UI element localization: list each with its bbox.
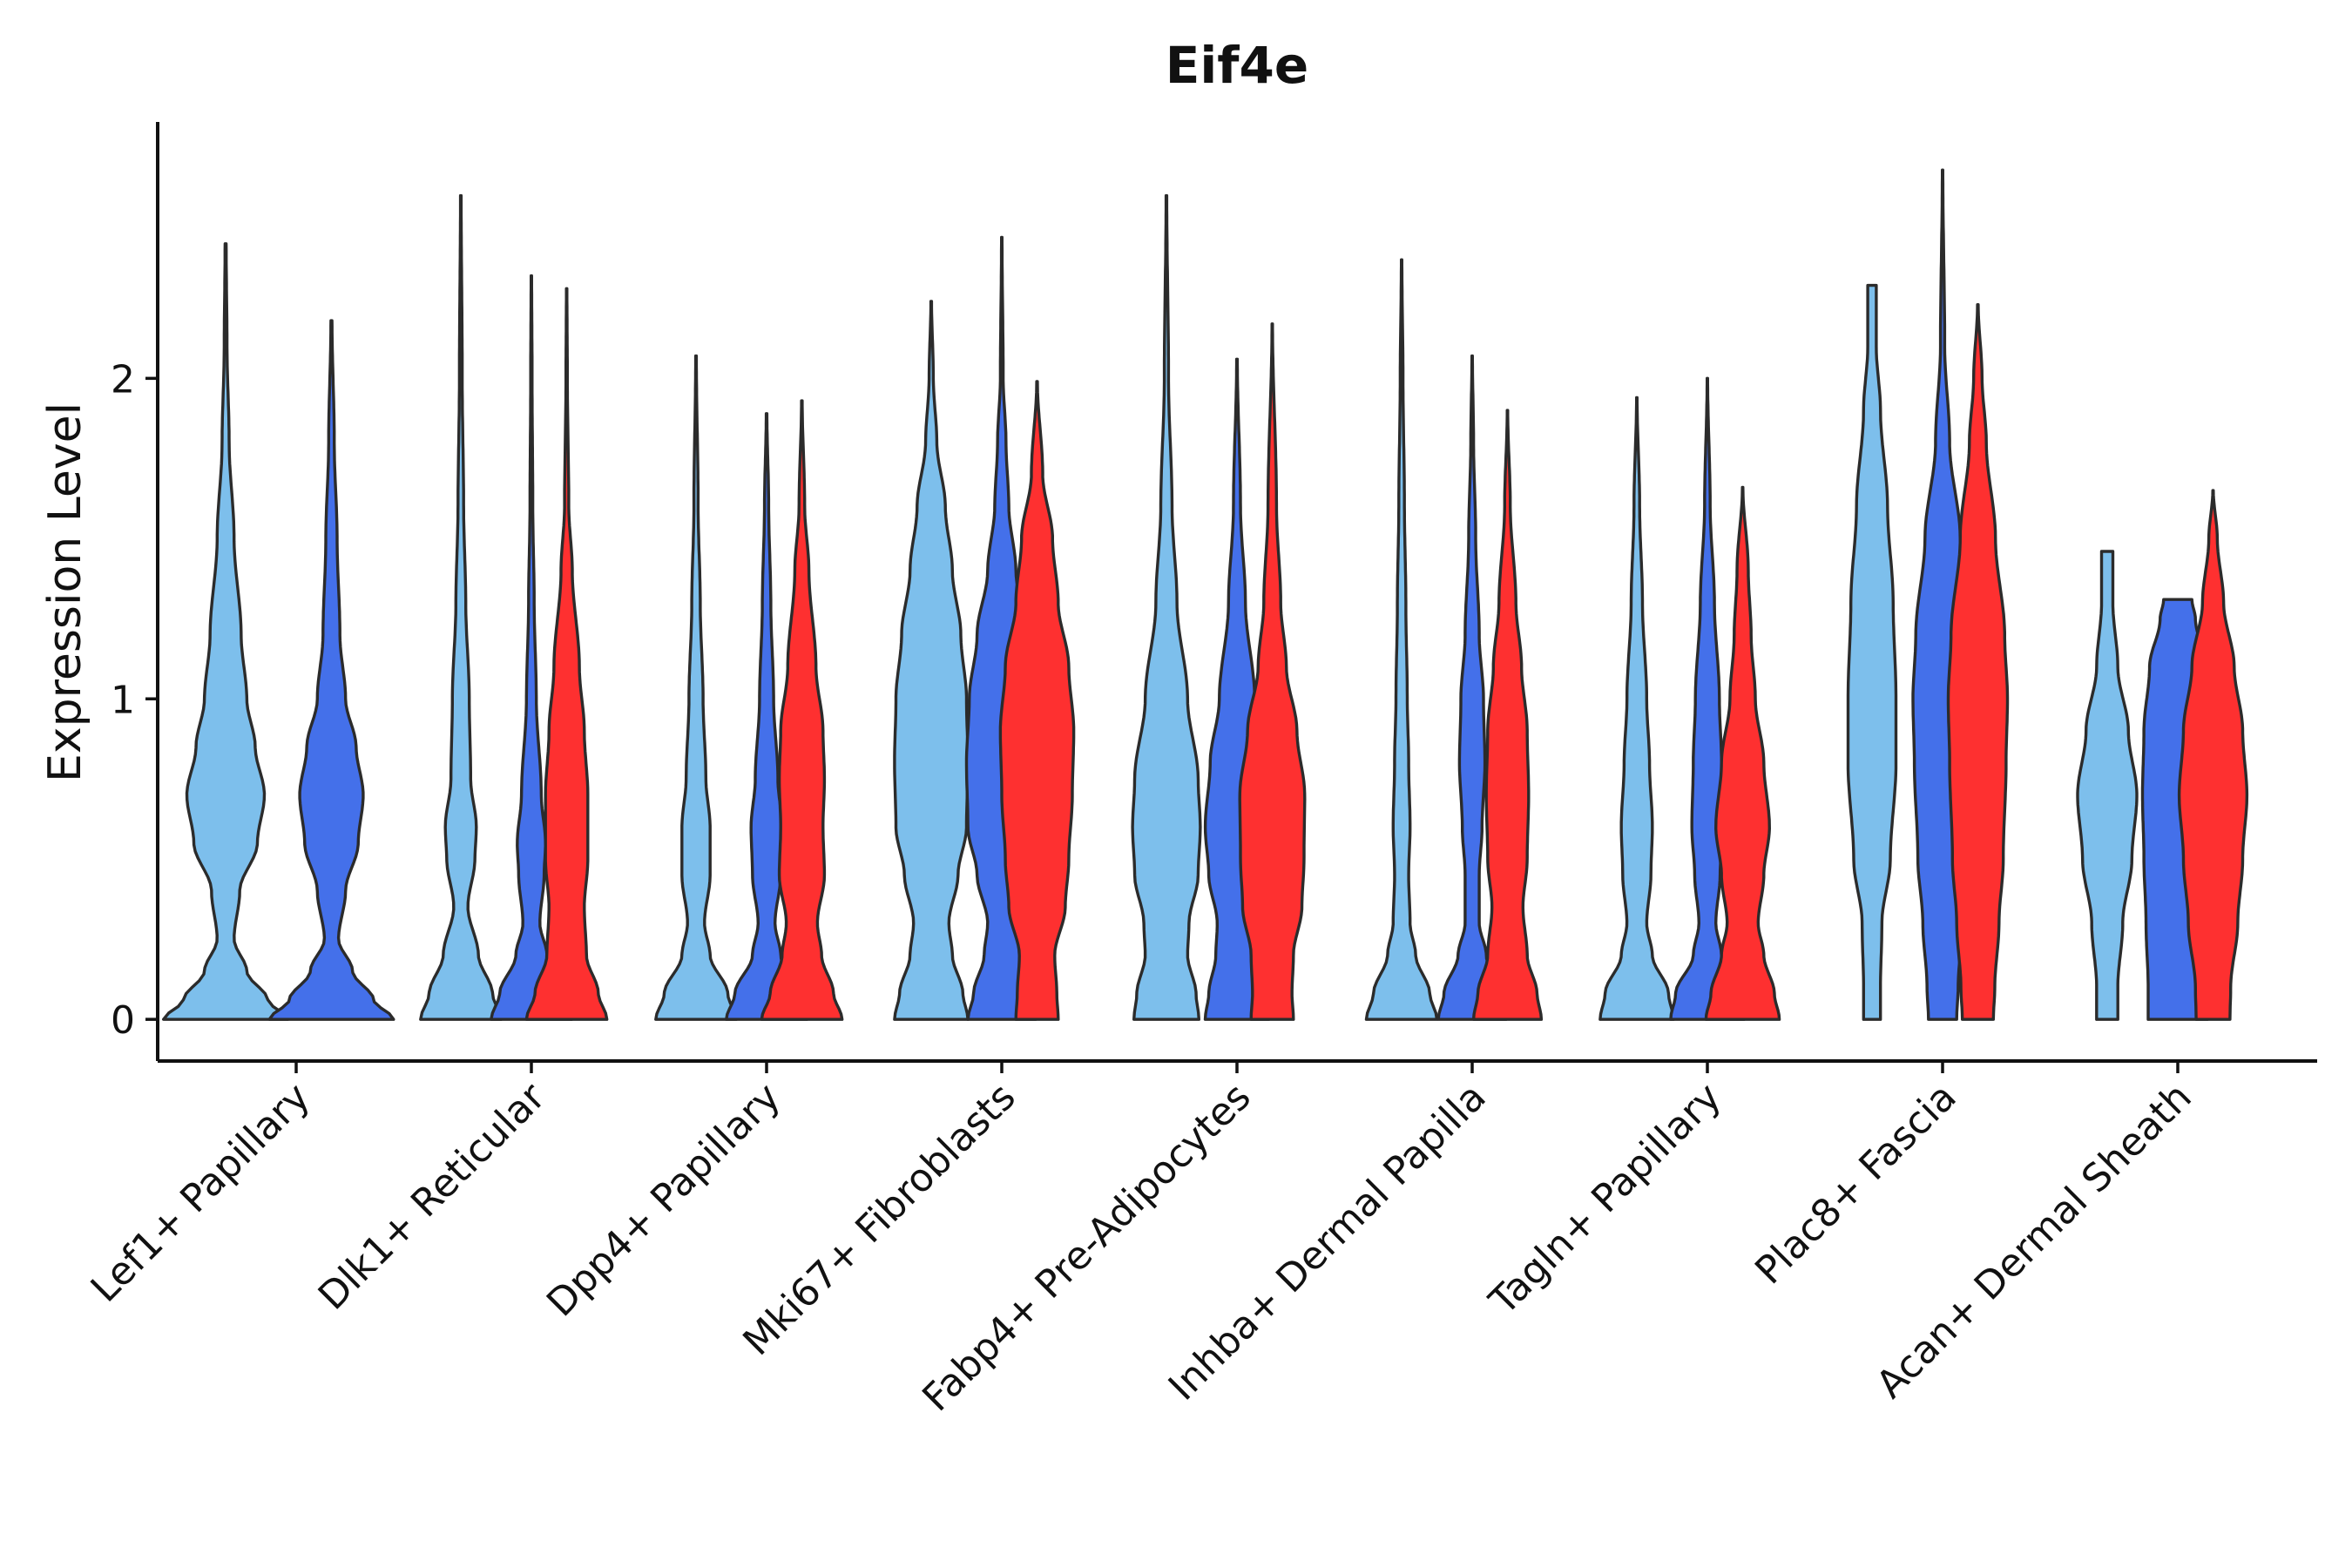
violin — [490, 274, 573, 1021]
violin-group-layer — [162, 168, 2249, 1021]
y-tick-label: 0 — [111, 998, 135, 1043]
violin — [524, 287, 609, 1021]
violin — [1598, 395, 1675, 1021]
violin — [419, 193, 503, 1021]
violin-group — [162, 242, 395, 1021]
violin — [654, 354, 738, 1021]
x-tick-label: Lef1+ Papillary — [83, 1075, 319, 1311]
violin-group — [1131, 193, 1307, 1021]
violin — [2177, 489, 2249, 1021]
violin — [1436, 354, 1508, 1021]
violin-group — [893, 235, 1076, 1021]
violin — [1364, 258, 1439, 1021]
violin — [162, 242, 289, 1021]
violin — [1946, 303, 2010, 1021]
violin-group — [2076, 489, 2249, 1021]
violin — [1471, 409, 1544, 1021]
y-tick-label: 1 — [111, 678, 135, 722]
violin-group — [1846, 168, 2010, 1021]
violin — [1846, 283, 1898, 1021]
violin — [1238, 322, 1307, 1021]
violin-group — [419, 193, 609, 1021]
violin — [1704, 485, 1781, 1021]
violin — [998, 380, 1076, 1021]
violin-group — [1364, 258, 1544, 1021]
violin — [2076, 550, 2139, 1021]
violin — [1131, 193, 1202, 1021]
x-tick-label: Tagln+ Papillary — [1481, 1075, 1730, 1324]
chart-title: Eif4e — [1166, 36, 1308, 95]
y-tick-label: 2 — [111, 357, 135, 402]
violin — [893, 300, 970, 1021]
violin-group — [654, 354, 844, 1021]
y-axis-label: Expression Level — [39, 402, 91, 782]
x-tick-label: Dpp4+ Papillary — [538, 1075, 789, 1326]
x-tick-label: Plac8+ Fascia — [1747, 1075, 1965, 1294]
violin — [267, 319, 395, 1021]
violin-group — [1598, 376, 1781, 1021]
x-tick-label: Dlk1+ Reticular — [310, 1074, 555, 1319]
violin — [760, 399, 844, 1021]
